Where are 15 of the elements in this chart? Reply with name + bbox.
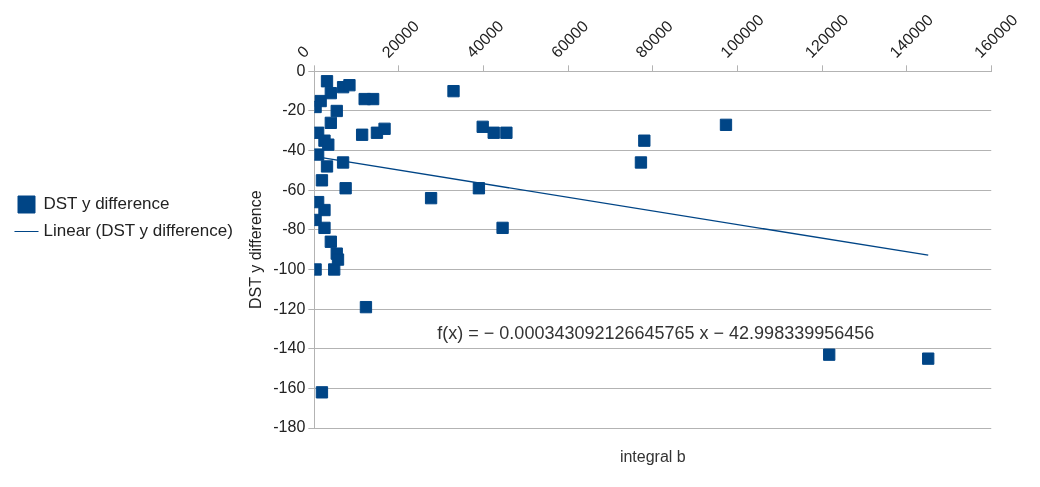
- y-axis-title: DST y difference: [247, 190, 265, 309]
- legend-label: Linear (DST y difference): [43, 221, 233, 241]
- x-axis-title: integral b: [619, 448, 686, 465]
- y-tick-label: -60: [282, 180, 306, 198]
- y-tick-label: -80: [282, 220, 306, 238]
- legend-label: DST y difference: [43, 194, 170, 214]
- y-tick-label: -100: [273, 259, 306, 277]
- y-tick-label: -120: [273, 299, 306, 317]
- y-tick-label: 0: [296, 61, 306, 79]
- y-tick-label: -20: [282, 101, 306, 119]
- y-tick-label: -140: [273, 339, 306, 357]
- y-tick-label: -40: [282, 141, 306, 158]
- y-tick-label: -180: [273, 418, 306, 436]
- annotation: f(x) = − 0.000343092126645765 x − 42.998339956456: [437, 322, 875, 343]
- y-tick-label: -160: [273, 378, 306, 396]
